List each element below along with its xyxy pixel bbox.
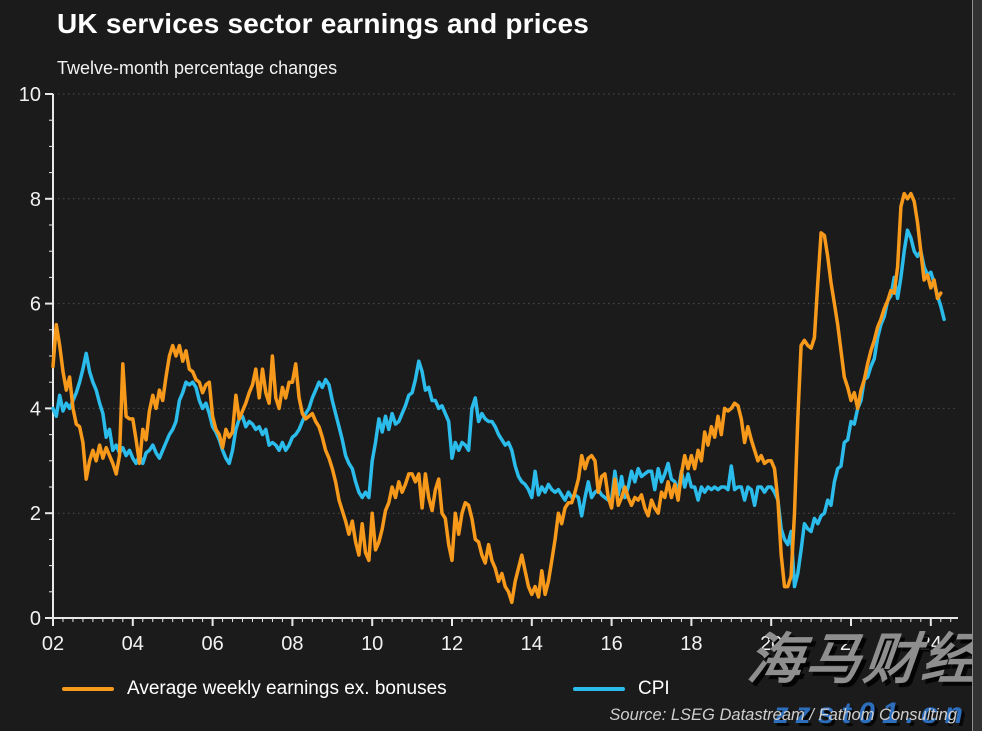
x-tick-label-16: 16 xyxy=(600,633,622,655)
watermark-url: zzst01.cn xyxy=(773,697,970,730)
x-tick-label-14: 14 xyxy=(521,633,543,655)
x-tick-label-08: 08 xyxy=(281,633,303,655)
legend-label-cpi: CPI xyxy=(638,678,670,699)
legend-item-earnings: Average weekly earnings ex. bonuses xyxy=(62,678,447,700)
source-credit: Source: LSEG Datastream / Fathom Consult… xyxy=(609,706,957,724)
watermark-chinese: 海马财经 xyxy=(744,628,982,690)
y-tick-label-4: 4 xyxy=(30,398,41,420)
chart-subtitle: Twelve-month percentage changes xyxy=(57,58,338,78)
x-tick-label-02: 02 xyxy=(42,633,64,655)
x-tick-label-22: 22 xyxy=(840,633,862,655)
legend-item-cpi: CPI xyxy=(573,678,670,700)
x-tick-label-18: 18 xyxy=(680,633,702,655)
chart-title: UK services sector earnings and prices xyxy=(57,8,590,39)
legend-swatch-earnings xyxy=(62,687,114,691)
y-tick-label-0: 0 xyxy=(30,608,41,630)
x-tick-label-06: 06 xyxy=(201,633,223,655)
axes xyxy=(52,94,958,619)
y-tick-label-10: 10 xyxy=(19,84,41,106)
scrollbar[interactable] xyxy=(972,0,982,731)
y-tick-label-8: 8 xyxy=(30,189,41,211)
x-tick-label-10: 10 xyxy=(361,633,383,655)
y-tick-label-6: 6 xyxy=(30,294,41,316)
series-line-cpi xyxy=(51,228,946,589)
series-line-earnings xyxy=(51,191,943,605)
legend-swatch-cpi xyxy=(573,687,625,691)
x-tick-label-12: 12 xyxy=(441,633,463,655)
y-tick-label-2: 2 xyxy=(30,503,41,525)
legend-label-earnings: Average weekly earnings ex. bonuses xyxy=(127,678,447,699)
x-tick-label-20: 20 xyxy=(760,633,782,655)
x-tick-label-24: 24 xyxy=(920,633,942,655)
x-tick-label-04: 04 xyxy=(122,633,144,655)
